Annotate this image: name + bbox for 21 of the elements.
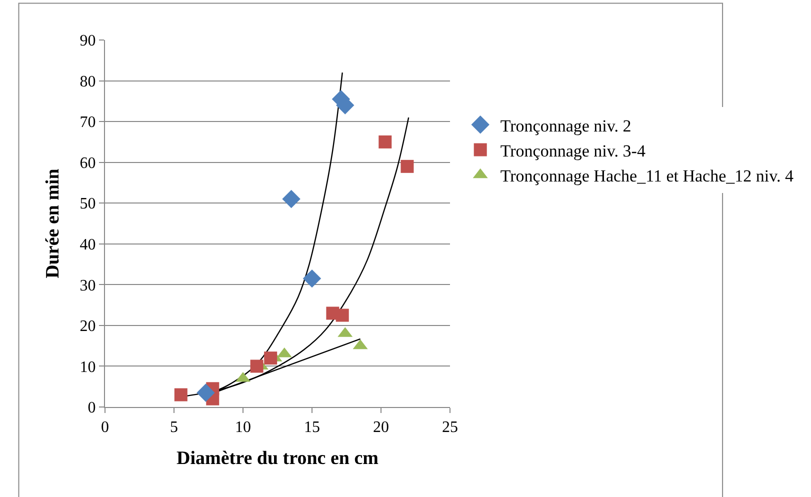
y-tick-label: 10 [80, 358, 96, 376]
x-tick-label: 5 [170, 419, 178, 436]
y-tick-label: 60 [80, 154, 96, 172]
y-tick-label: 80 [80, 73, 96, 90]
x-tick-label: 20 [373, 419, 389, 436]
x-tick-label: 15 [304, 419, 320, 436]
y-tick-label: 40 [80, 236, 96, 254]
y-tick-label: 30 [80, 277, 96, 294]
y-tick-label: 70 [80, 114, 96, 132]
y-tick-label: 90 [80, 32, 96, 50]
legend-label: Tronçonnage Hache_11 et Hache_12 niv. 4 [500, 166, 794, 186]
y-tick-label: 20 [80, 318, 96, 336]
y-tick-label: 0 [88, 400, 96, 417]
x-axis-title: Diamètre du tronc en cm [176, 448, 379, 469]
x-tick-label: 10 [235, 419, 251, 436]
x-tick-label: 25 [442, 419, 458, 436]
x-tick-label: 0 [101, 419, 109, 436]
legend-label: Tronçonnage niv. 2 [500, 116, 632, 136]
y-axis-title: Durée en min [42, 168, 64, 278]
y-tick-label: 50 [80, 196, 96, 213]
legend-label: Tronçonnage niv. 3-4 [500, 141, 646, 160]
